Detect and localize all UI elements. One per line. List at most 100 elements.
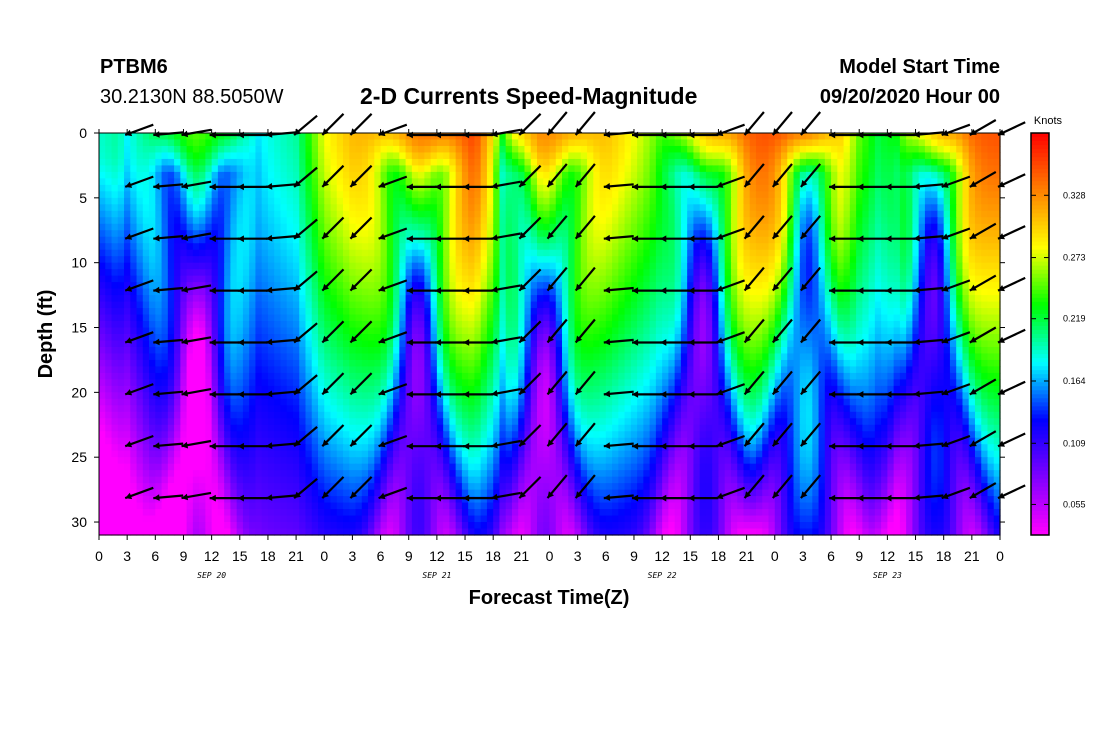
heat-cell	[555, 197, 563, 205]
heat-cell	[787, 269, 795, 277]
heat-cell	[261, 158, 269, 167]
heat-cell	[768, 171, 776, 179]
heat-cell	[286, 256, 294, 264]
heat-cell	[511, 275, 519, 283]
heat-cell	[693, 321, 701, 329]
heat-cell	[730, 133, 738, 141]
heat-cell	[543, 165, 551, 173]
heat-cell	[136, 191, 144, 199]
heat-cell	[793, 243, 801, 251]
heat-cell	[924, 217, 932, 225]
heat-cell	[862, 275, 870, 283]
heat-cell	[524, 133, 532, 141]
heat-cell	[612, 165, 619, 173]
heat-cell	[474, 145, 482, 154]
heat-cell	[336, 256, 344, 264]
heat-cell	[674, 145, 682, 154]
heat-cell	[236, 139, 244, 147]
heat-cell	[299, 282, 307, 290]
heat-cell	[474, 197, 482, 205]
heat-cell	[674, 249, 682, 257]
heat-cell	[174, 275, 181, 283]
heat-cell	[693, 340, 701, 348]
heat-cell	[493, 314, 501, 322]
heat-cell	[643, 236, 651, 244]
heat-cell	[893, 314, 901, 322]
heat-cell	[311, 256, 319, 264]
heat-cell	[881, 262, 888, 270]
heat-cell	[680, 301, 688, 309]
heat-cell	[674, 152, 682, 160]
heat-cell	[924, 236, 932, 244]
heat-cell	[624, 282, 632, 290]
heat-cell	[186, 217, 194, 225]
heat-cell	[612, 204, 619, 212]
heat-cell	[787, 139, 795, 147]
heat-cell	[149, 243, 156, 251]
heat-cell	[149, 139, 156, 147]
heat-cell	[524, 301, 532, 309]
heat-cell	[762, 340, 770, 348]
heat-cell	[124, 269, 131, 277]
heat-cell	[799, 308, 807, 316]
heat-cell	[343, 353, 350, 361]
heat-cell	[849, 327, 857, 335]
heat-cell	[737, 269, 745, 277]
heat-cell	[693, 308, 701, 316]
heat-cell	[937, 256, 945, 264]
heat-cell	[768, 301, 776, 309]
heat-cell	[336, 197, 344, 205]
heat-cell	[499, 269, 507, 277]
heat-cell	[217, 334, 225, 342]
heat-cell	[511, 288, 519, 296]
heat-cell	[199, 178, 206, 186]
heat-cell	[968, 217, 976, 225]
heat-cell	[781, 340, 788, 348]
heat-cell	[149, 178, 156, 186]
heat-cell	[630, 353, 638, 361]
heat-cell	[474, 133, 482, 141]
heat-cell	[180, 197, 188, 205]
heat-cell	[562, 314, 569, 322]
heat-cell	[486, 301, 494, 309]
heat-cell	[693, 158, 701, 167]
heat-cell	[136, 346, 144, 355]
heat-cell	[755, 139, 763, 147]
heat-cell	[987, 282, 995, 290]
heat-cell	[399, 282, 407, 290]
heat-cell	[480, 184, 488, 192]
heat-cell	[374, 295, 382, 303]
heat-cell	[768, 139, 776, 147]
heat-cell	[912, 184, 920, 192]
heat-cell	[349, 158, 357, 167]
heat-cell	[730, 301, 738, 309]
heat-cell	[436, 197, 444, 205]
heat-cell	[568, 236, 576, 244]
heat-cell	[361, 197, 369, 205]
heat-cell	[837, 184, 845, 192]
heat-cell	[824, 152, 832, 160]
heat-cell	[124, 346, 131, 355]
heat-cell	[311, 223, 319, 231]
heat-cell	[818, 321, 826, 329]
heat-cell	[142, 223, 150, 231]
heat-cell	[549, 314, 557, 322]
heat-cell	[737, 158, 745, 167]
heat-cell	[186, 256, 194, 264]
heat-cell	[511, 197, 519, 205]
heat-cell	[587, 145, 594, 154]
heat-cell	[630, 327, 638, 335]
heat-cell	[374, 321, 382, 329]
heat-cell	[299, 210, 307, 218]
heat-cell	[693, 275, 701, 283]
heat-cell	[806, 158, 813, 167]
heat-cell	[393, 308, 400, 316]
heat-cell	[655, 269, 663, 277]
heat-cell	[386, 243, 394, 251]
heat-cell	[180, 217, 188, 225]
heat-cell	[474, 256, 482, 264]
heat-cell	[618, 262, 626, 270]
heat-cell	[393, 230, 400, 238]
heat-cell	[593, 340, 601, 348]
heat-cell	[368, 204, 375, 212]
